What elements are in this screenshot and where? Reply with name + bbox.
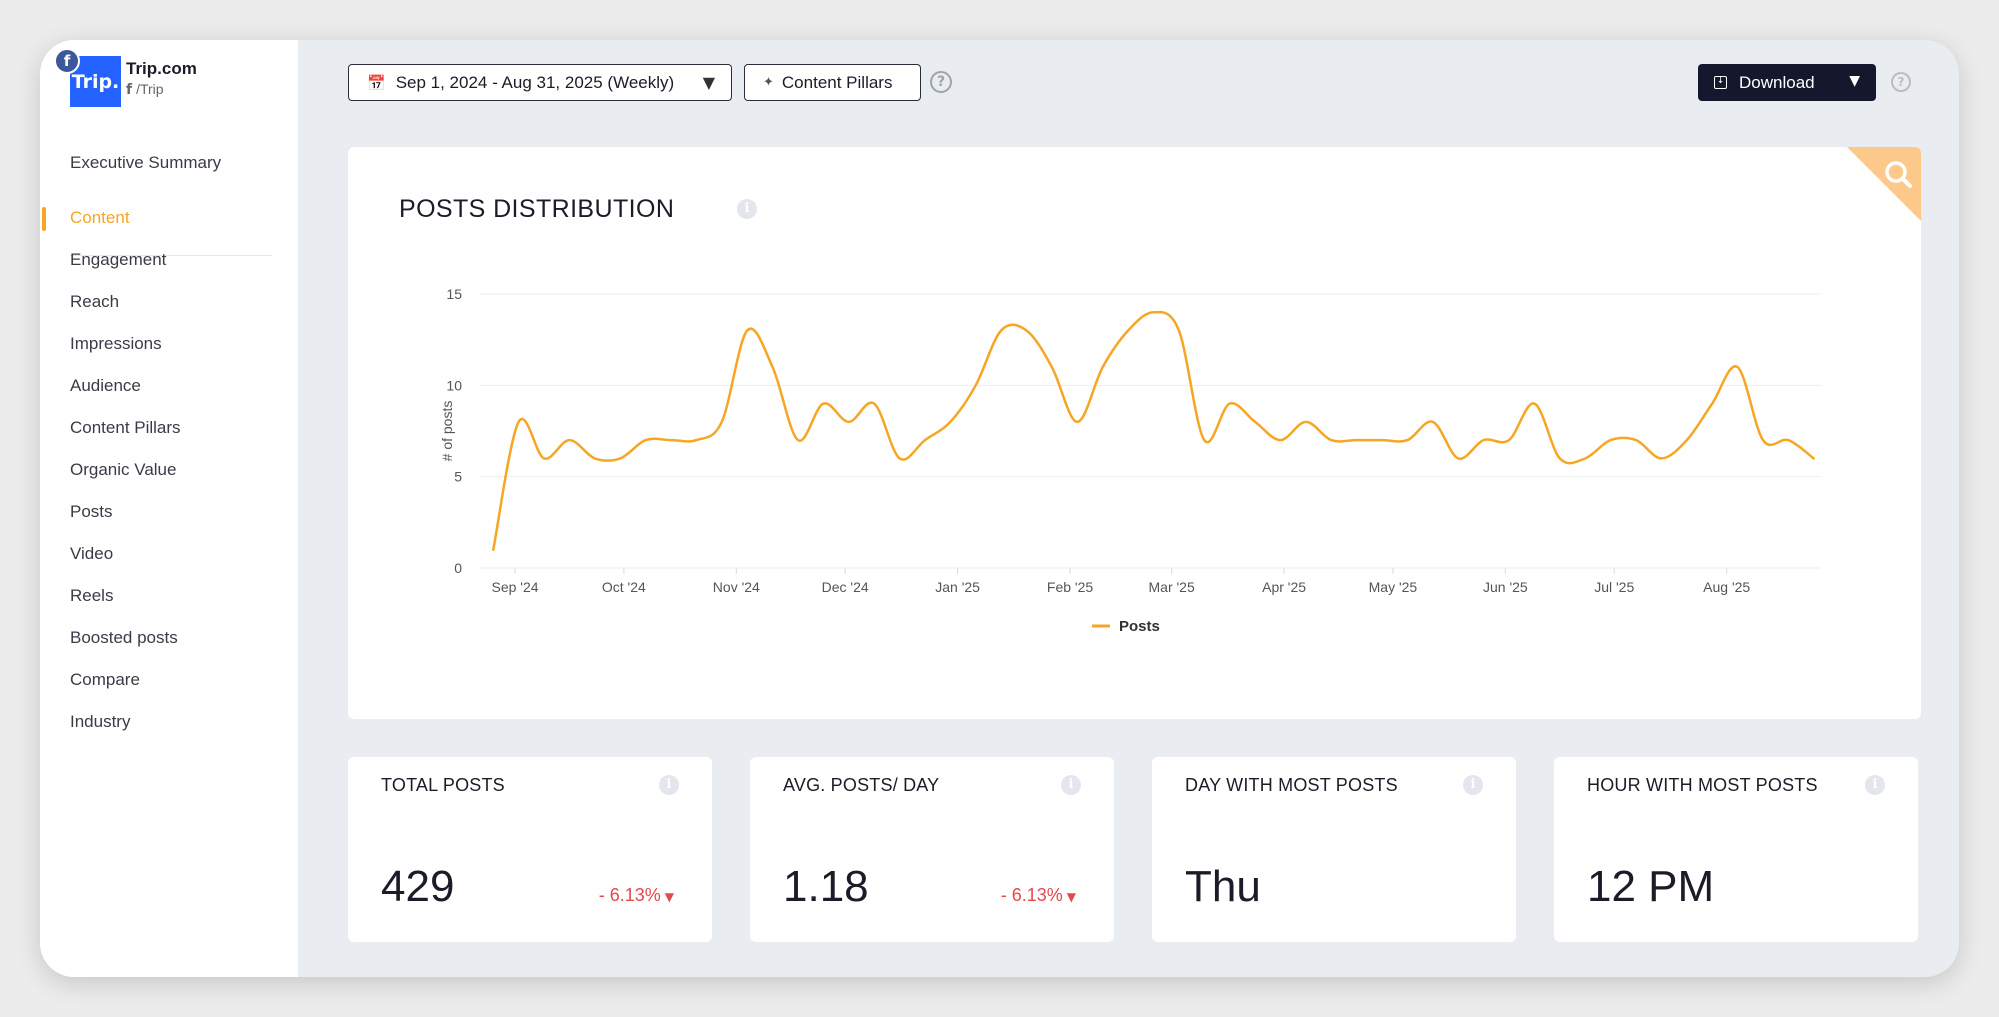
stat-label: DAY WITH MOST POSTS (1185, 775, 1398, 795)
sidebar-item-content[interactable]: Content (40, 197, 298, 239)
down-arrow-icon: ▼ (1066, 890, 1076, 904)
stat-info-icon[interactable]: i (1061, 775, 1081, 795)
stat-value: 12 PM (1587, 862, 1715, 911)
sidebar-item-audience[interactable]: Audience (70, 376, 141, 395)
sidebar-item-impressions[interactable]: Impressions (70, 334, 162, 353)
download-button[interactable]: ↓ Download ▼ (1698, 64, 1876, 101)
sidebar-item-industry[interactable]: Industry (70, 712, 131, 731)
stat-info-icon[interactable]: i (659, 775, 679, 795)
sidebar-nav: Executive Summary Content Engagement Rea… (40, 142, 298, 743)
sidebar-item-reels[interactable]: Reels (70, 586, 114, 605)
y-tick-label: 15 (446, 286, 462, 302)
y-axis-label: # of posts (439, 401, 455, 462)
stat-card-hour-most-posts: HOUR WITH MOST POSTS i 12 PM (1554, 757, 1918, 942)
sidebar-item-video[interactable]: Video (70, 544, 114, 563)
stat-card-total-posts: TOTAL POSTS i 429 - 6.13% ▼ (348, 757, 712, 942)
stat-change: - 6.13% ▼ (599, 885, 674, 906)
sidebar: Trip. f Trip.com f/Trip Executive Summar… (40, 40, 298, 977)
y-tick-label: 10 (446, 377, 462, 393)
x-tick-label: Dec '24 (822, 579, 869, 595)
x-tick-label: Sep '24 (491, 579, 538, 595)
chart-title: POSTS DISTRIBUTION (399, 195, 675, 223)
x-axis-ticks: Sep '24 Oct '24 Nov '24 Dec '24 Jan '25 Feb '… (491, 568, 1750, 595)
brand[interactable]: Trip. f Trip.com f/Trip (54, 48, 290, 112)
x-tick-label: Nov '24 (713, 579, 760, 595)
sidebar-item-engagement[interactable]: Engagement (70, 250, 167, 269)
sparkle-icon: ✦ (763, 75, 774, 90)
x-tick-label: Aug '25 (1703, 579, 1750, 595)
stat-change: - 6.13% ▼ (1001, 885, 1076, 906)
date-range-dropdown[interactable]: 📅 Sep 1, 2024 - Aug 31, 2025 (Weekly) ▼ (348, 64, 732, 101)
caret-down-icon: ▼ (702, 73, 715, 92)
download-caret-icon[interactable]: ▼ (1849, 73, 1860, 89)
sidebar-item-boosted-posts[interactable]: Boosted posts (70, 628, 178, 647)
x-tick-label: Jul '25 (1594, 579, 1634, 595)
x-tick-label: Jun '25 (1483, 579, 1528, 595)
stat-change-value: - 6.13% (1000, 885, 1063, 905)
stat-info-icon[interactable]: i (1865, 775, 1885, 795)
download-help-icon[interactable]: ? (1891, 72, 1911, 92)
y-tick-label: 0 (454, 560, 462, 576)
brand-logo: Trip. (70, 56, 121, 107)
y-tick-label: 5 (454, 469, 462, 485)
x-tick-label: Feb '25 (1047, 579, 1093, 595)
search-corner-icon[interactable] (1847, 147, 1921, 221)
x-tick-label: Oct '24 (602, 579, 646, 595)
facebook-small-icon: f (126, 82, 133, 98)
x-tick-label: Jan '25 (935, 579, 980, 595)
stat-value: 1.18 (783, 862, 869, 911)
stat-value: Thu (1185, 862, 1261, 911)
stat-value: 429 (381, 862, 455, 911)
posts-distribution-card: POSTS DISTRIBUTION i 0 5 10 15 Sep '24 Oct '… (348, 147, 1921, 719)
x-tick-label: Apr '25 (1262, 579, 1306, 595)
sidebar-item-reach[interactable]: Reach (70, 292, 120, 311)
brand-name: Trip.com (126, 59, 197, 78)
stat-card-day-most-posts: DAY WITH MOST POSTS i Thu (1152, 757, 1516, 942)
chart-info-icon[interactable]: i (737, 199, 757, 219)
chart-legend[interactable]: Posts (1092, 618, 1160, 635)
download-icon: ↓ (1714, 76, 1727, 89)
content-pillars-label: Content Pillars (781, 72, 893, 92)
stat-label: AVG. POSTS/ DAY (783, 775, 940, 795)
download-label: Download (1739, 72, 1815, 92)
stat-card-avg-posts-day: AVG. POSTS/ DAY i 1.18 - 6.13% ▼ (750, 757, 1114, 942)
sidebar-item-organic-value[interactable]: Organic Value (70, 460, 177, 479)
content-pillars-button[interactable]: ✦ Content Pillars (744, 64, 921, 101)
y-axis-ticks: 0 5 10 15 (446, 286, 462, 576)
brand-handle: f/Trip (126, 81, 164, 98)
legend-label-posts: Posts (1119, 618, 1160, 635)
facebook-icon: f (54, 48, 80, 74)
stat-info-icon[interactable]: i (1463, 775, 1483, 795)
sidebar-item-content-pillars[interactable]: Content Pillars (70, 418, 181, 437)
stat-label: TOTAL POSTS (381, 775, 505, 795)
calendar-icon: 📅 (367, 73, 386, 92)
brand-handle-text: /Trip (136, 81, 164, 97)
x-tick-label: May '25 (1369, 579, 1418, 595)
stat-change-value: - 6.13% (598, 885, 661, 905)
sidebar-item-posts[interactable]: Posts (70, 502, 113, 521)
help-icon[interactable]: ? (930, 71, 952, 93)
down-arrow-icon: ▼ (664, 890, 674, 904)
sidebar-divider (70, 255, 272, 256)
date-range-label: Sep 1, 2024 - Aug 31, 2025 (Weekly) (395, 72, 675, 92)
stat-label: HOUR WITH MOST POSTS (1587, 775, 1818, 795)
line-chart: 0 5 10 15 Sep '24 Oct '24 Nov '24 Dec '24 Jan '… (439, 286, 1821, 635)
chart-grid (480, 293, 1821, 569)
app-window: Trip. f Trip.com f/Trip Executive Summar… (40, 40, 1959, 977)
sidebar-item-compare[interactable]: Compare (70, 670, 140, 689)
sidebar-item-executive-summary[interactable]: Executive Summary (70, 153, 222, 172)
x-tick-label: Mar '25 (1149, 579, 1195, 595)
series-line-posts (492, 310, 1815, 551)
